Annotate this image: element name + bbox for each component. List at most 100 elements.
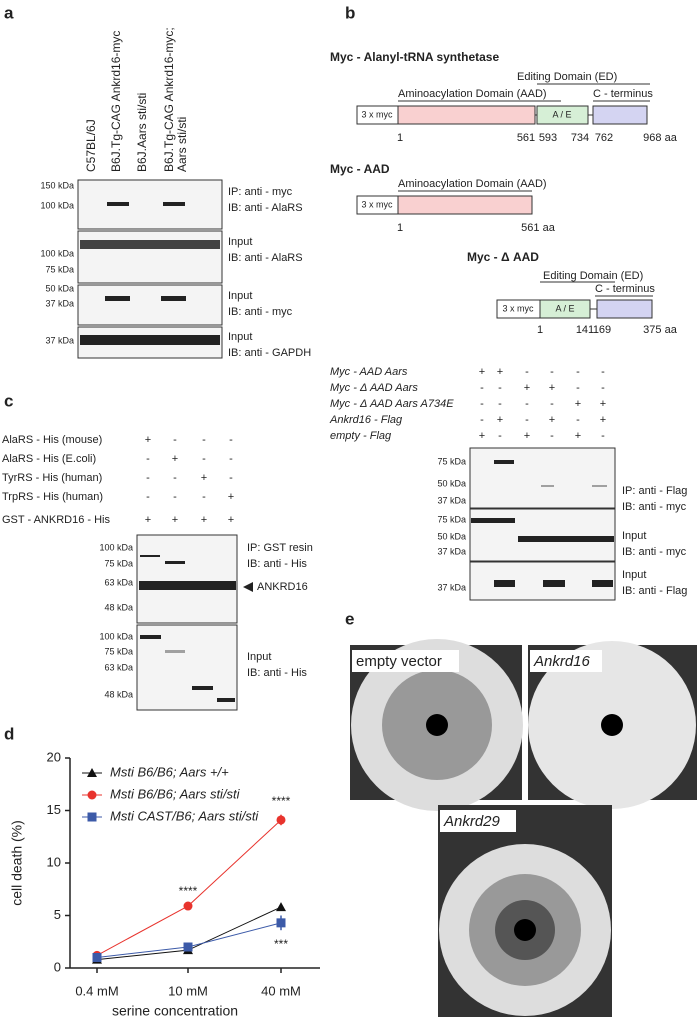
blot-label: Input — [228, 331, 252, 343]
sign: + — [575, 430, 581, 442]
condition-label: Ankrd16 - Flag — [329, 414, 403, 426]
condition-label: AlaRS - His (mouse) — [2, 434, 102, 446]
condition-label: GST - ANKRD16 - His — [2, 514, 110, 526]
sign: - — [576, 382, 580, 394]
point — [276, 815, 286, 825]
position: 375 aa — [643, 324, 678, 336]
blot-label: IB: anti - myc — [622, 546, 687, 558]
sign: + — [575, 398, 581, 410]
position: 169 — [593, 324, 611, 336]
marker: 75 kDa — [437, 514, 466, 524]
marker: 50 kDa — [437, 478, 466, 488]
position: 561 aa — [521, 222, 556, 234]
sign: - — [601, 382, 605, 394]
legend-label: Msti B6/B6; Aars +/+ — [110, 764, 229, 779]
sign: - — [229, 453, 233, 465]
column-header: B6J.Tg-CAG Ankrd16-myc; — [162, 27, 176, 172]
marker: 48 kDa — [104, 602, 133, 612]
y-tick-label: 20 — [47, 749, 61, 764]
blot-label: IB: anti - AlaRS — [228, 202, 303, 214]
sign: - — [202, 491, 206, 503]
blot-label: IP: anti - myc — [228, 186, 293, 198]
condition-label: Myc - Δ AAD Aars A734E — [330, 398, 454, 410]
condition-label: Myc - AAD Aars — [330, 366, 408, 378]
box: A / E — [555, 303, 574, 313]
sign: - — [229, 434, 233, 446]
annotation: *** — [274, 937, 288, 951]
blot-label: Input — [228, 290, 252, 302]
marker: 100 kDa — [99, 542, 133, 552]
blot-label: Input — [622, 530, 646, 542]
tag: 3 x myc — [502, 303, 534, 313]
x-tick-label: 40 mM — [261, 983, 301, 998]
marker: 50 kDa — [437, 531, 466, 541]
construct-title: Myc - Alanyl-tRNA synthetase — [330, 50, 499, 64]
condition-label: TrpRS - His (human) — [2, 491, 103, 503]
sign: - — [525, 414, 529, 426]
position: 561 — [517, 132, 535, 144]
sign: + — [549, 414, 555, 426]
sign: + — [172, 514, 178, 526]
point — [183, 901, 193, 911]
blot-label: IB: anti - His — [247, 558, 307, 570]
domain: C - terminus — [593, 88, 653, 100]
blot-label: IP: GST resin — [247, 542, 313, 554]
sign: - — [202, 434, 206, 446]
position: 762 — [595, 132, 613, 144]
y-tick-label: 0 — [54, 959, 61, 974]
sign: - — [550, 398, 554, 410]
blot-label: Input — [247, 651, 271, 663]
sign: - — [498, 430, 502, 442]
marker: 75 kDa — [104, 558, 133, 568]
panel-label: c — [4, 391, 13, 410]
marker: 100 kDa — [99, 631, 133, 641]
domain: Editing Domain (ED) — [517, 71, 617, 83]
marker: 37 kDa — [45, 335, 74, 345]
point — [92, 953, 102, 962]
column-header: B6J.Aars sti/sti — [135, 93, 149, 172]
blot-label: IB: anti - His — [247, 667, 307, 679]
column-header: C57BL/6J — [84, 119, 98, 172]
position: 968 aa — [643, 132, 678, 144]
blot-label: IP: anti - Flag — [622, 485, 687, 497]
construct-title: Myc - Δ AAD — [467, 250, 539, 264]
panel-label: a — [4, 3, 14, 22]
blot-label: IB: anti - myc — [228, 306, 293, 318]
blot-label: IB: anti - myc — [622, 501, 687, 513]
arrow-label: ANKRD16 — [257, 581, 308, 593]
panel-label: d — [4, 724, 14, 743]
position: 1 — [537, 324, 543, 336]
y-tick-label: 15 — [47, 802, 61, 817]
domain: Editing Domain (ED) — [543, 270, 643, 282]
constructs — [356, 83, 653, 319]
sign: - — [480, 414, 484, 426]
sign: - — [576, 366, 580, 378]
sign: - — [173, 472, 177, 484]
legend-label: Msti CAST/B6; Aars sti/sti — [110, 808, 259, 823]
y-axis-title: cell death (%) — [9, 820, 25, 906]
column-header: Aars sti/sti — [175, 117, 189, 172]
marker: 75 kDa — [104, 646, 133, 656]
legend-marker — [87, 790, 97, 800]
x-axis-title: serine concentration — [112, 1003, 238, 1019]
y-tick-label: 5 — [54, 907, 61, 922]
point — [276, 902, 286, 912]
sign: + — [201, 514, 207, 526]
sign: - — [202, 453, 206, 465]
blots-b — [469, 447, 616, 601]
point — [276, 918, 286, 928]
marker: 63 kDa — [104, 662, 133, 672]
sign: + — [228, 514, 234, 526]
tag: 3 x myc — [361, 109, 393, 119]
domain: Aminoacylation Domain (AAD) — [398, 88, 547, 100]
sign: - — [525, 366, 529, 378]
sign: + — [145, 514, 151, 526]
marker: 75 kDa — [45, 264, 74, 274]
sign: - — [601, 366, 605, 378]
domain: C - terminus — [595, 283, 655, 295]
sign: - — [146, 472, 150, 484]
x-tick-label: 10 mM — [168, 983, 208, 998]
sign: - — [146, 491, 150, 503]
sign: - — [498, 398, 502, 410]
